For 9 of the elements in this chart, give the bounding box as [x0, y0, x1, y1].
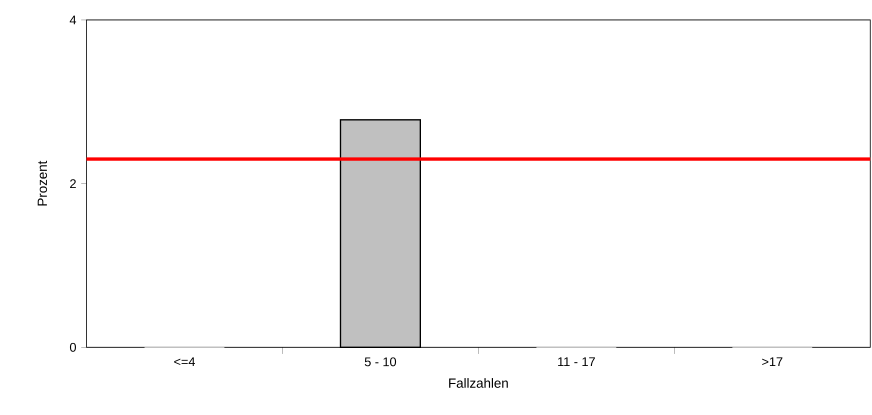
x-tick-label: >17	[762, 357, 782, 366]
y-tick-label: 4	[70, 16, 76, 24]
y-axis-title: Prozent	[38, 160, 48, 206]
y-tick-label: 2	[70, 179, 76, 188]
x-tick-label: <=4	[174, 357, 195, 366]
x-axis-title: Fallzahlen	[449, 378, 508, 388]
x-tick-label: 11 - 17	[558, 357, 595, 366]
y-tick-label: 0	[70, 342, 76, 352]
x-tick-label: 5 - 10	[364, 357, 396, 366]
